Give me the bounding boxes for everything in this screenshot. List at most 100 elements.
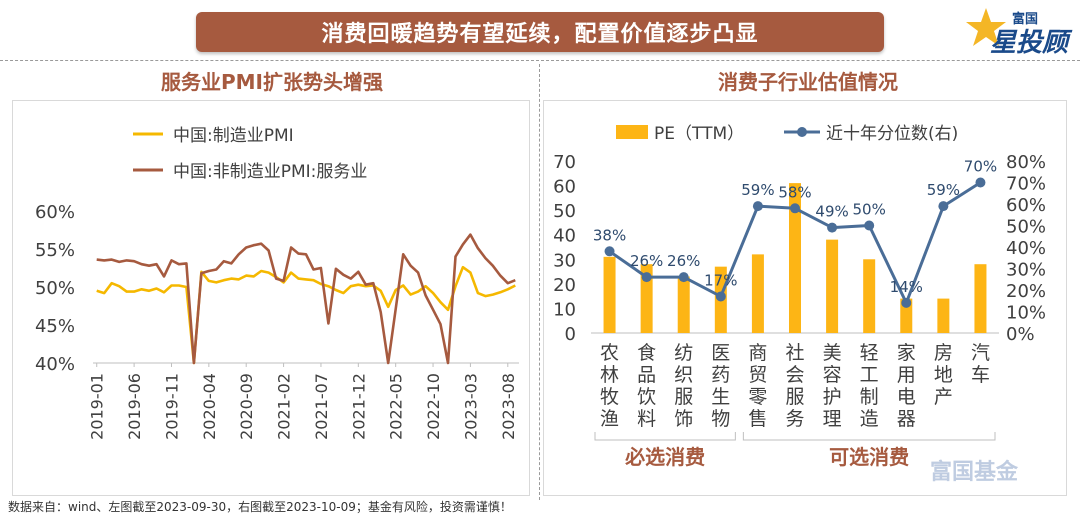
percentile-label: 49% xyxy=(815,203,848,221)
pe-bar xyxy=(937,298,950,333)
y-left-tick-label: 70 xyxy=(553,152,576,173)
group-bracket xyxy=(742,432,996,441)
y-tick-label: 60% xyxy=(35,202,75,223)
legend-swatch-bar xyxy=(616,125,648,139)
x-tick-label: 2020-09 xyxy=(237,373,256,440)
y-left-tick-label: 30 xyxy=(553,250,576,271)
y-right-tick-label: 20% xyxy=(1006,281,1046,302)
percentile-label: 26% xyxy=(667,252,700,270)
y-right-tick-label: 70% xyxy=(1006,174,1046,195)
y-right-tick-label: 80% xyxy=(1006,152,1046,173)
pmi-line-chart: 中国:制造业PMI 中国:非制造业PMI:服务业 40% 45% 50% 55% 60% 20… xyxy=(35,126,519,440)
source-note: 数据来自：wind、左图截至2023-09-30，右图截至2023-10-09；… xyxy=(8,500,512,514)
percentile-point xyxy=(678,272,689,283)
category-label: 医药生物 xyxy=(711,342,730,430)
legend-label-line: 近十年分位数(右) xyxy=(826,124,958,144)
right-chart-title: 消费子行业估值情况 xyxy=(718,70,898,94)
percentile-point xyxy=(827,222,838,233)
category-label: 房地产 xyxy=(934,342,953,408)
x-tick-label: 2022-05 xyxy=(387,373,406,440)
y-tick-label: 55% xyxy=(35,240,75,261)
pe-bar xyxy=(640,264,653,333)
x-tick-label: 2022-10 xyxy=(424,373,443,440)
logo-big-text: 星投顾 xyxy=(990,28,1069,58)
valuation-bar-line-chart: PE（TTM） 近十年分位数(右) 0 10 20 30 40 50 60 70 0%10%20% 3… xyxy=(553,124,1046,469)
x-tick-label: 2023-03 xyxy=(461,373,480,440)
percentile-label: 59% xyxy=(741,181,774,199)
percentile-point xyxy=(604,246,615,257)
percentile-point xyxy=(864,220,875,231)
banner-title: 消费回暖趋势有望延续，配置价值逐步凸显 xyxy=(321,22,759,47)
y-left-tick-label: 40 xyxy=(553,226,576,247)
percentile-label: 59% xyxy=(927,181,960,199)
percentile-point xyxy=(938,201,949,212)
percentile-point xyxy=(790,203,800,214)
pe-bar xyxy=(974,264,987,333)
y-left-tick-label: 20 xyxy=(553,275,576,296)
x-tick-label: 2019-06 xyxy=(125,373,144,440)
x-tick-label: 2021-02 xyxy=(275,373,294,440)
legend-label-1: 中国:制造业PMI xyxy=(173,126,294,146)
pe-bar xyxy=(603,256,616,333)
left-chart-title: 服务业PMI扩张势头增强 xyxy=(160,70,383,94)
y-left-tick-label: 10 xyxy=(553,299,576,320)
legend-label-bar: PE（TTM） xyxy=(654,124,744,144)
horizontal-divider xyxy=(0,60,1080,61)
pe-bar xyxy=(863,259,876,333)
title-banner: 消费回暖趋势有望延续，配置价值逐步凸显 xyxy=(196,12,884,52)
percentile-point xyxy=(752,201,763,212)
pe-bar xyxy=(751,254,764,333)
legend-marker-line xyxy=(797,127,807,137)
watermark: 富国基金 xyxy=(930,460,1019,485)
x-tick-label: 2020-04 xyxy=(200,373,219,440)
y-tick-label: 40% xyxy=(35,354,75,375)
legend-label-2: 中国:非制造业PMI:服务业 xyxy=(173,162,367,182)
star-icon xyxy=(966,8,1006,46)
percentile-point xyxy=(641,272,652,283)
y-left-tick-label: 60 xyxy=(553,177,576,198)
left-chart-panel: 中国:制造业PMI 中国:非制造业PMI:服务业 40% 45% 50% 55% 60% 20… xyxy=(12,100,530,496)
percentile-label: 50% xyxy=(853,201,886,219)
y-right-tick-label: 10% xyxy=(1006,303,1046,324)
vertical-divider xyxy=(539,64,540,500)
y-right-tick-label: 50% xyxy=(1006,217,1046,238)
category-label: 家用电器 xyxy=(897,342,916,430)
x-tick-label: 2019-01 xyxy=(88,373,107,440)
percentile-label: 17% xyxy=(704,271,737,289)
percentile-point xyxy=(901,297,912,308)
y-left-tick-label: 50 xyxy=(553,201,576,222)
category-label: 食品饮料 xyxy=(637,342,656,430)
category-label: 纺织服饰 xyxy=(674,342,693,430)
percentile-point xyxy=(975,177,986,188)
category-label: 商贸零售 xyxy=(748,342,767,430)
y-right-tick-label: 40% xyxy=(1006,238,1046,259)
pe-bar xyxy=(677,276,690,333)
category-label: 农林牧渔 xyxy=(600,342,619,430)
pe-bar xyxy=(826,239,839,333)
percentile-label: 14% xyxy=(890,278,923,296)
x-tick-label: 2023-08 xyxy=(499,373,518,440)
category-label: 轻工制造 xyxy=(860,342,879,430)
group-label: 可选消费 xyxy=(829,445,909,469)
series-line-2 xyxy=(96,233,516,365)
y-right-tick-label: 60% xyxy=(1006,195,1046,216)
y-tick-label: 45% xyxy=(35,316,75,337)
percentile-label: 58% xyxy=(778,183,811,201)
right-chart-panel: PE（TTM） 近十年分位数(右) 0 10 20 30 40 50 60 70 0% 10% 20% 3… xyxy=(543,100,1067,496)
series-line-1 xyxy=(96,265,516,365)
percentile-label: 26% xyxy=(630,252,663,270)
percentile-label: 70% xyxy=(964,158,997,176)
x-tick-label: 2021-07 xyxy=(312,373,331,440)
y-left-tick-label: 0 xyxy=(565,324,576,345)
percentile-label: 38% xyxy=(593,226,626,244)
group-label: 必选消费 xyxy=(624,445,705,469)
pe-bar xyxy=(789,183,801,333)
brand-logo: 富国 星投顾 xyxy=(964,4,1074,60)
category-label: 美容护理 xyxy=(823,342,842,430)
group-bracket xyxy=(594,432,736,441)
pe-bar xyxy=(900,298,913,333)
logo-small-text: 富国 xyxy=(1012,12,1039,27)
y-right-tick-label: 0% xyxy=(1006,324,1035,345)
y-tick-label: 50% xyxy=(35,278,75,299)
category-label: 社会服务 xyxy=(785,342,804,430)
